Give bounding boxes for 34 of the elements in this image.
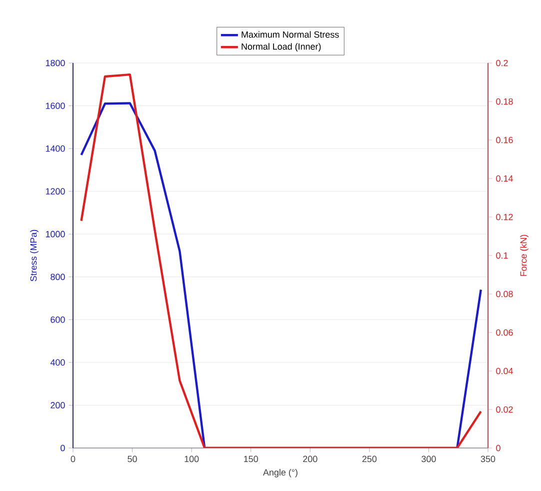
y2-tick-label: 0.1 <box>496 252 508 259</box>
x-axis-title: Angle (°) <box>263 468 298 478</box>
x-tick-label: 200 <box>303 456 318 462</box>
y2-tick-label: 0.14 <box>496 175 513 182</box>
y2-tick-label: 0.12 <box>496 214 513 220</box>
y-tick-label: 1000 <box>46 230 65 238</box>
y-tick-label: 800 <box>50 274 65 280</box>
x-tick-label: 250 <box>362 456 377 462</box>
y-tick-label: 1800 <box>46 60 65 66</box>
y-tick-label: 600 <box>50 316 65 323</box>
y-tick-label: 1200 <box>46 188 65 195</box>
y-tick-label: 0 <box>60 444 65 452</box>
y-tick-label: 400 <box>50 359 65 366</box>
y-tick-label: 1400 <box>46 145 65 152</box>
y2-tick-label: 0.06 <box>496 329 513 336</box>
x-tick-label: 350 <box>480 456 496 462</box>
x-tick-label: 100 <box>184 456 199 462</box>
y2-tick-label: 0 <box>496 444 500 452</box>
y2-tick-label: 0.18 <box>496 98 513 105</box>
x-tick-label: 0 <box>70 456 76 462</box>
y-axis-title: Stress (MPa) <box>30 230 38 282</box>
legend-label: Normal Load (Inner) <box>242 43 321 52</box>
y2-axis-title: Force (kN) <box>520 234 528 276</box>
x-tick-label: 50 <box>128 456 137 462</box>
y2-tick-label: 0.08 <box>496 290 513 298</box>
y-tick-label: 200 <box>50 402 65 408</box>
y-tick-label: 1600 <box>46 102 65 109</box>
y2-tick-label: 0.02 <box>496 406 513 413</box>
x-tick-label: 300 <box>422 456 436 462</box>
legend-label: Maximum Normal Stress <box>242 31 339 38</box>
y2-tick-label: 0.04 <box>496 368 513 374</box>
y2-tick-label: 0.2 <box>496 60 508 66</box>
x-tick-label: 150 <box>244 456 258 462</box>
y2-tick-label: 0.16 <box>496 136 513 144</box>
